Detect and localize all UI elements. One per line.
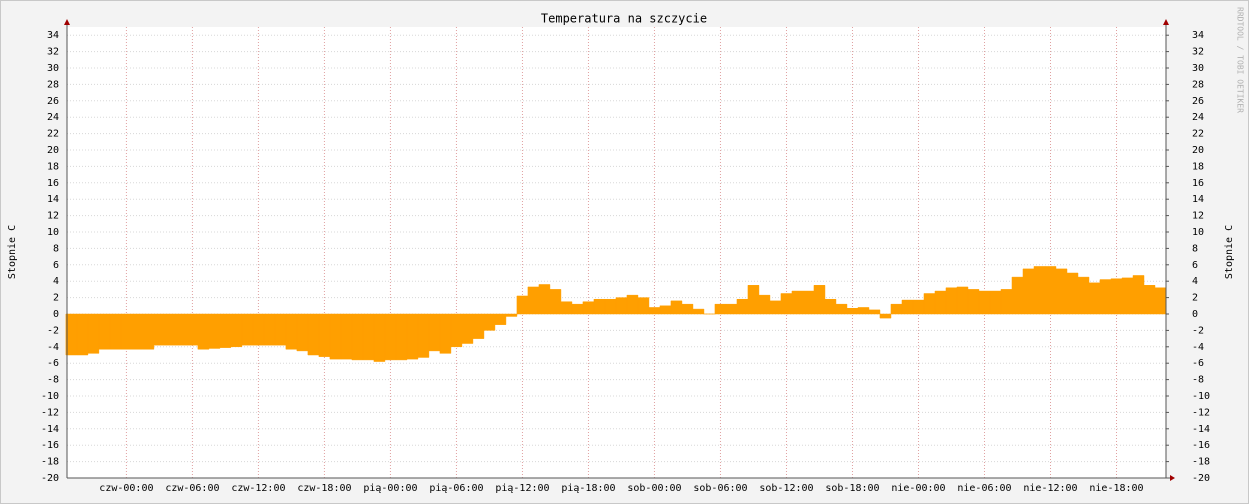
area bbox=[65, 266, 1167, 362]
x-tick-label: nie-00:00 bbox=[891, 483, 945, 494]
y-tick-label: -8 bbox=[47, 375, 59, 386]
y2-tick-label: -12 bbox=[1192, 407, 1210, 418]
y-tick-label: -16 bbox=[41, 440, 59, 451]
chart-title: Temperatura na szczycie bbox=[541, 12, 707, 26]
y2-tick-label: 34 bbox=[1192, 30, 1204, 41]
x-tick-label: czw-00:00 bbox=[99, 483, 153, 494]
y2-tick-label: 14 bbox=[1192, 194, 1204, 205]
y2-tick-label: 18 bbox=[1192, 161, 1204, 172]
y-tick-label: -4 bbox=[47, 342, 59, 353]
y-tick-label: 18 bbox=[47, 161, 59, 172]
y2-tick-label: -8 bbox=[1192, 375, 1204, 386]
y-tick-label: -20 bbox=[41, 473, 59, 484]
y2-tick-label: -14 bbox=[1192, 424, 1210, 435]
y-tick-label: 8 bbox=[53, 243, 59, 254]
y-tick-label: 30 bbox=[47, 63, 59, 74]
y2-tick-label: 30 bbox=[1192, 63, 1204, 74]
x-tick-label: pią-06:00 bbox=[429, 483, 483, 494]
x-tick-label: sob-12:00 bbox=[759, 483, 813, 494]
x-tick-label: sob-18:00 bbox=[825, 483, 879, 494]
y2-tick-label: 28 bbox=[1192, 79, 1204, 90]
y2-tick-label: -20 bbox=[1192, 473, 1210, 484]
y2-tick-label: 0 bbox=[1192, 309, 1198, 320]
y2-axis-label: Stopnie C bbox=[1224, 225, 1235, 279]
y-tick-label: 2 bbox=[53, 293, 59, 304]
x-tick-label: pią-00:00 bbox=[363, 483, 417, 494]
y-axis-label: Stopnie C bbox=[7, 225, 18, 279]
y2-tick-label: 20 bbox=[1192, 145, 1204, 156]
y-tick-label: 24 bbox=[47, 112, 59, 123]
y-tick-label: -14 bbox=[41, 424, 59, 435]
x-tick-label: czw-12:00 bbox=[231, 483, 285, 494]
y2-tick-label: 22 bbox=[1192, 129, 1204, 140]
y-tick-label: 32 bbox=[47, 47, 59, 58]
y-tick-label: -2 bbox=[47, 325, 59, 336]
y-tick-label: 16 bbox=[47, 178, 59, 189]
y2-tick-label: 26 bbox=[1192, 96, 1204, 107]
y2-tick-label: -2 bbox=[1192, 325, 1204, 336]
y2-tick-label: 8 bbox=[1192, 243, 1198, 254]
marks bbox=[65, 266, 1167, 362]
x-tick-label: czw-18:00 bbox=[297, 483, 351, 494]
y2-tick-label: 32 bbox=[1192, 47, 1204, 58]
y-tick-label: -10 bbox=[41, 391, 59, 402]
y2-tick-label: 4 bbox=[1192, 276, 1198, 287]
y2-tick-label: -16 bbox=[1192, 440, 1210, 451]
y-tick-label: 4 bbox=[53, 276, 59, 287]
x-tick-label: nie-18:00 bbox=[1089, 483, 1143, 494]
y2-tick-label: 12 bbox=[1192, 211, 1204, 222]
y-tick-label: -18 bbox=[41, 457, 59, 468]
x-tick-label: nie-12:00 bbox=[1023, 483, 1077, 494]
y2-tick-label: -18 bbox=[1192, 457, 1210, 468]
y2-tick-label: 6 bbox=[1192, 260, 1198, 271]
axes bbox=[64, 19, 1175, 481]
y-tick-label: 34 bbox=[47, 30, 59, 41]
y-tick-label: 12 bbox=[47, 211, 59, 222]
y-tick-label: 0 bbox=[53, 309, 59, 320]
y-tick-label: -12 bbox=[41, 407, 59, 418]
x-tick-label: czw-06:00 bbox=[165, 483, 219, 494]
plot-area bbox=[67, 27, 1166, 478]
y2-tick-label: 16 bbox=[1192, 178, 1204, 189]
y2-tick-label: -6 bbox=[1192, 358, 1204, 369]
x-tick-label: pią-12:00 bbox=[495, 483, 549, 494]
y-tick-label: 26 bbox=[47, 96, 59, 107]
y-tick-label: 20 bbox=[47, 145, 59, 156]
y2-tick-label: -10 bbox=[1192, 391, 1210, 402]
y-tick-label: 22 bbox=[47, 129, 59, 140]
y-tick-label: 6 bbox=[53, 260, 59, 271]
y-tick-label: 10 bbox=[47, 227, 59, 238]
y2-tick-label: -4 bbox=[1192, 342, 1204, 353]
y-tick-label: 28 bbox=[47, 79, 59, 90]
x-tick-label: nie-06:00 bbox=[957, 483, 1011, 494]
x-tick-label: sob-06:00 bbox=[693, 483, 747, 494]
watermark: RRDTOOL / TOBI OETIKER bbox=[1236, 7, 1245, 113]
y-tick-label: 14 bbox=[47, 194, 59, 205]
x-tick-label: sob-00:00 bbox=[627, 483, 681, 494]
y2-tick-label: 2 bbox=[1192, 293, 1198, 304]
axis-arrow bbox=[1170, 475, 1175, 481]
x-tick-label: pią-18:00 bbox=[561, 483, 615, 494]
y-tick-label: -6 bbox=[47, 358, 59, 369]
axis-arrow bbox=[1163, 19, 1169, 25]
y2-tick-label: 10 bbox=[1192, 227, 1204, 238]
axis-arrow bbox=[64, 19, 70, 25]
y2-tick-label: 24 bbox=[1192, 112, 1204, 123]
